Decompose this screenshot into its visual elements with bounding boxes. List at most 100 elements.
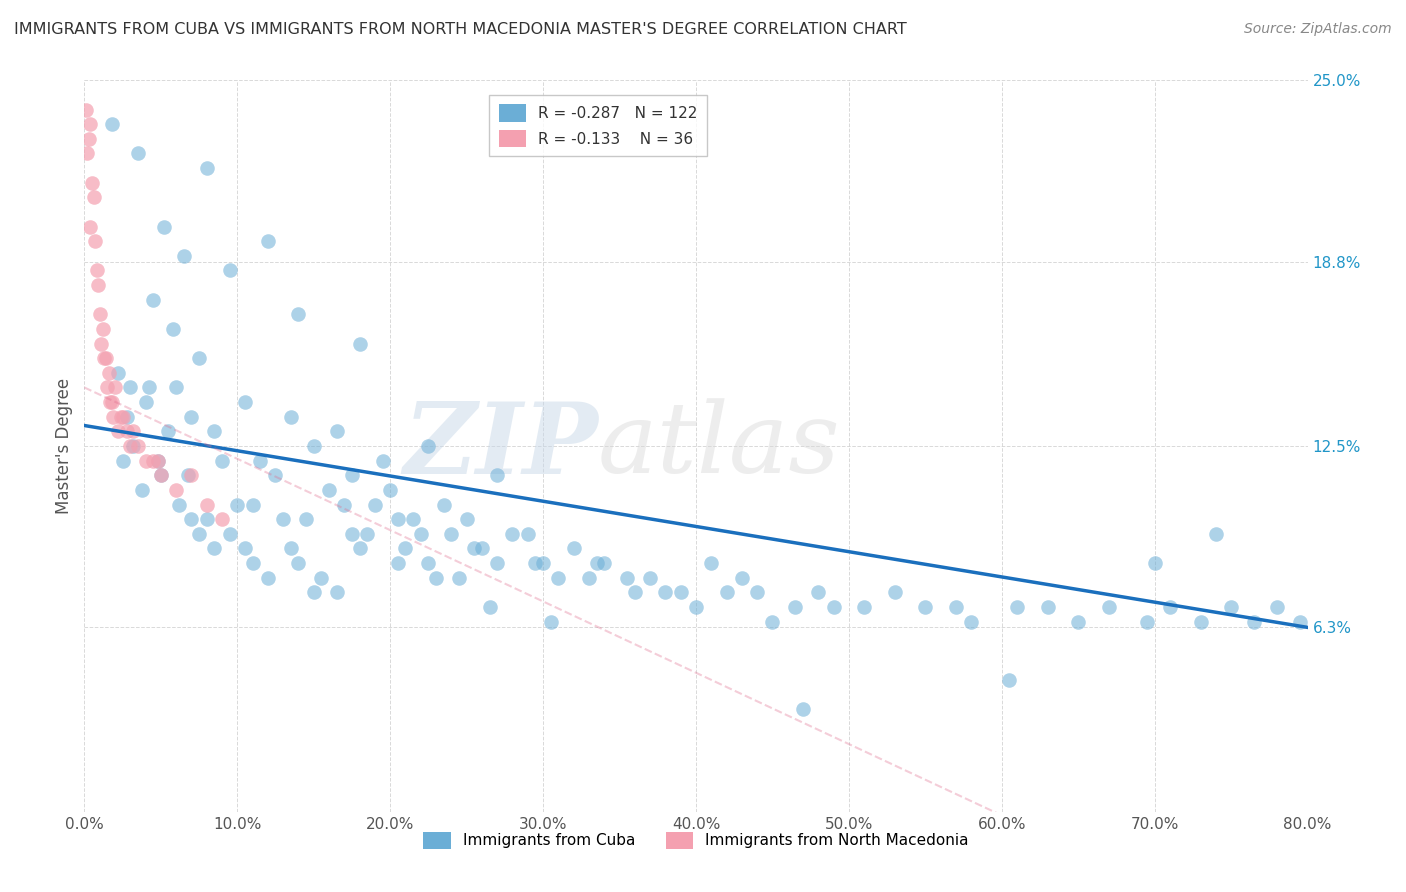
Point <box>149 468 172 483</box>
Point <box>883 585 905 599</box>
Point <box>101 117 124 131</box>
Point <box>433 498 456 512</box>
Point <box>180 409 202 424</box>
Point <box>271 512 294 526</box>
Point <box>107 366 129 380</box>
Point <box>93 351 115 366</box>
Point <box>547 571 569 585</box>
Point <box>1265 599 1288 614</box>
Point <box>1159 599 1181 614</box>
Point <box>456 512 478 526</box>
Point <box>654 585 676 599</box>
Point <box>146 453 169 467</box>
Point <box>387 556 409 570</box>
Point <box>1205 526 1227 541</box>
Point <box>97 366 120 380</box>
Point <box>165 483 187 497</box>
Point <box>173 249 195 263</box>
Point <box>792 702 814 716</box>
Point <box>531 556 554 570</box>
Point <box>257 234 280 248</box>
Point <box>233 395 256 409</box>
Point <box>86 263 108 277</box>
Point <box>79 219 101 234</box>
Point <box>638 571 661 585</box>
Point <box>1098 599 1121 614</box>
Point <box>418 439 440 453</box>
Point <box>195 498 218 512</box>
Point <box>142 453 165 467</box>
Point <box>110 409 132 424</box>
Point <box>371 453 394 467</box>
Point <box>349 541 371 556</box>
Point <box>257 571 280 585</box>
Point <box>516 526 538 541</box>
Point <box>478 599 501 614</box>
Point <box>157 425 180 439</box>
Legend: Immigrants from Cuba, Immigrants from North Macedonia: Immigrants from Cuba, Immigrants from No… <box>418 825 974 855</box>
Point <box>1036 599 1059 614</box>
Point <box>167 498 190 512</box>
Point <box>585 556 607 570</box>
Point <box>380 483 402 497</box>
Point <box>90 336 112 351</box>
Point <box>418 556 440 570</box>
Point <box>624 585 647 599</box>
Point <box>364 498 387 512</box>
Point <box>180 468 202 483</box>
Point <box>447 571 470 585</box>
Point <box>122 439 145 453</box>
Point <box>115 425 138 439</box>
Point <box>578 571 600 585</box>
Point <box>131 483 153 497</box>
Point <box>180 512 202 526</box>
Point <box>165 380 187 394</box>
Point <box>111 453 134 467</box>
Point <box>242 498 264 512</box>
Point <box>96 380 118 394</box>
Point <box>177 468 200 483</box>
Point <box>387 512 409 526</box>
Point <box>264 468 287 483</box>
Point <box>562 541 585 556</box>
Point <box>287 307 309 321</box>
Text: Source: ZipAtlas.com: Source: ZipAtlas.com <box>1244 22 1392 37</box>
Point <box>1136 615 1159 629</box>
Point <box>669 585 692 599</box>
Point <box>325 425 347 439</box>
Point <box>111 409 134 424</box>
Point <box>960 615 983 629</box>
Point <box>202 425 225 439</box>
Point <box>218 263 240 277</box>
Point <box>287 556 309 570</box>
Point <box>91 322 114 336</box>
Point <box>302 439 325 453</box>
Point <box>211 512 233 526</box>
Point <box>98 395 121 409</box>
Point <box>188 351 211 366</box>
Point <box>302 585 325 599</box>
Point <box>402 512 425 526</box>
Point <box>716 585 738 599</box>
Point <box>785 599 807 614</box>
Point <box>127 439 149 453</box>
Point <box>425 571 447 585</box>
Point <box>135 453 157 467</box>
Point <box>226 498 249 512</box>
Point <box>311 571 333 585</box>
Point <box>807 585 830 599</box>
Point <box>89 307 111 321</box>
Point <box>84 234 107 248</box>
Y-axis label: Master's Degree: Master's Degree <box>55 378 73 514</box>
Point <box>700 556 723 570</box>
Point <box>394 541 416 556</box>
Point <box>83 190 105 204</box>
Point <box>340 468 363 483</box>
Point <box>945 599 967 614</box>
Point <box>138 380 160 394</box>
Point <box>540 615 562 629</box>
Point <box>853 599 876 614</box>
Point <box>195 161 218 175</box>
Point <box>101 395 124 409</box>
Point <box>318 483 340 497</box>
